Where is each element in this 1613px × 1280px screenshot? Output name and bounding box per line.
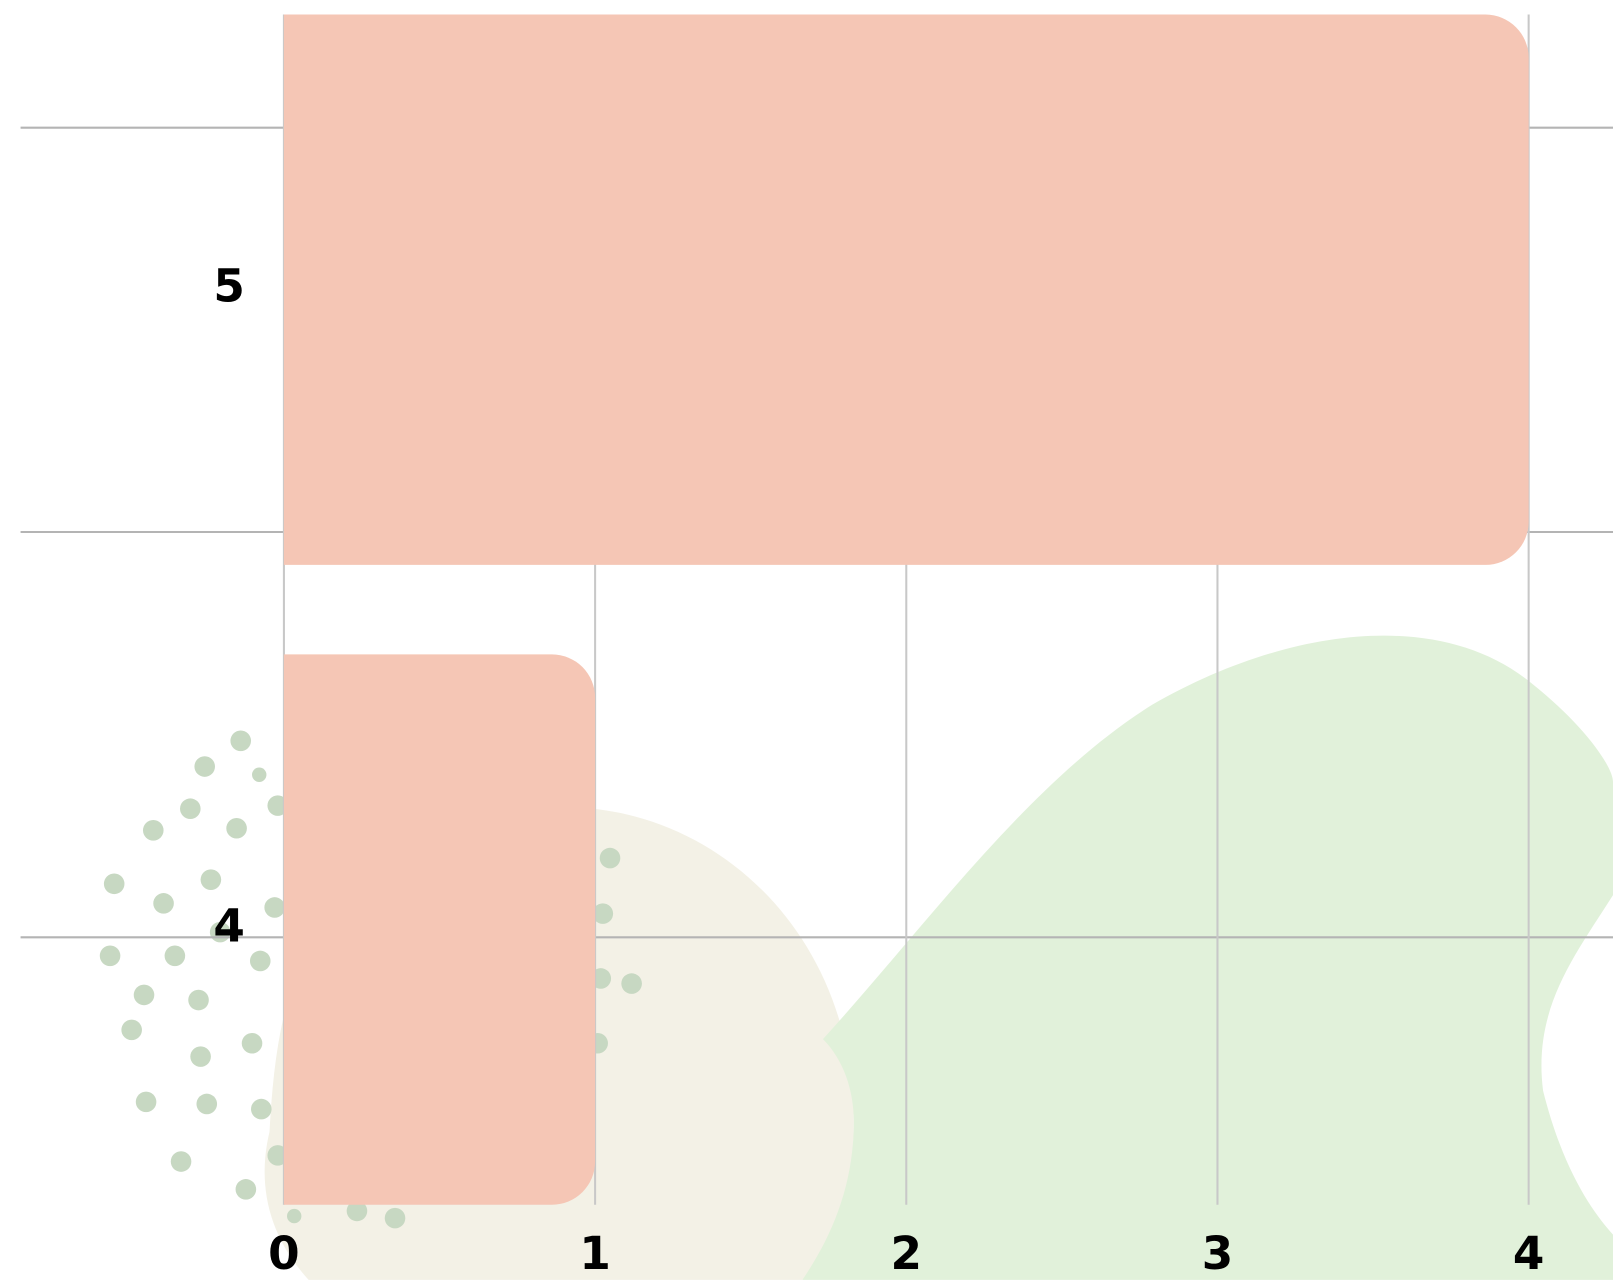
x-tick-label: 4	[1513, 1227, 1545, 1280]
x-tick-label: 2	[891, 1227, 923, 1280]
x-tick-label: 0	[268, 1227, 300, 1280]
x-tick-label: 3	[1202, 1227, 1234, 1280]
x-tick-label: 1	[579, 1227, 611, 1280]
bar	[283, 654, 596, 1205]
y-tick-label: 4	[213, 900, 245, 953]
y-tick-label: 5	[213, 260, 245, 313]
bar	[283, 14, 1529, 565]
